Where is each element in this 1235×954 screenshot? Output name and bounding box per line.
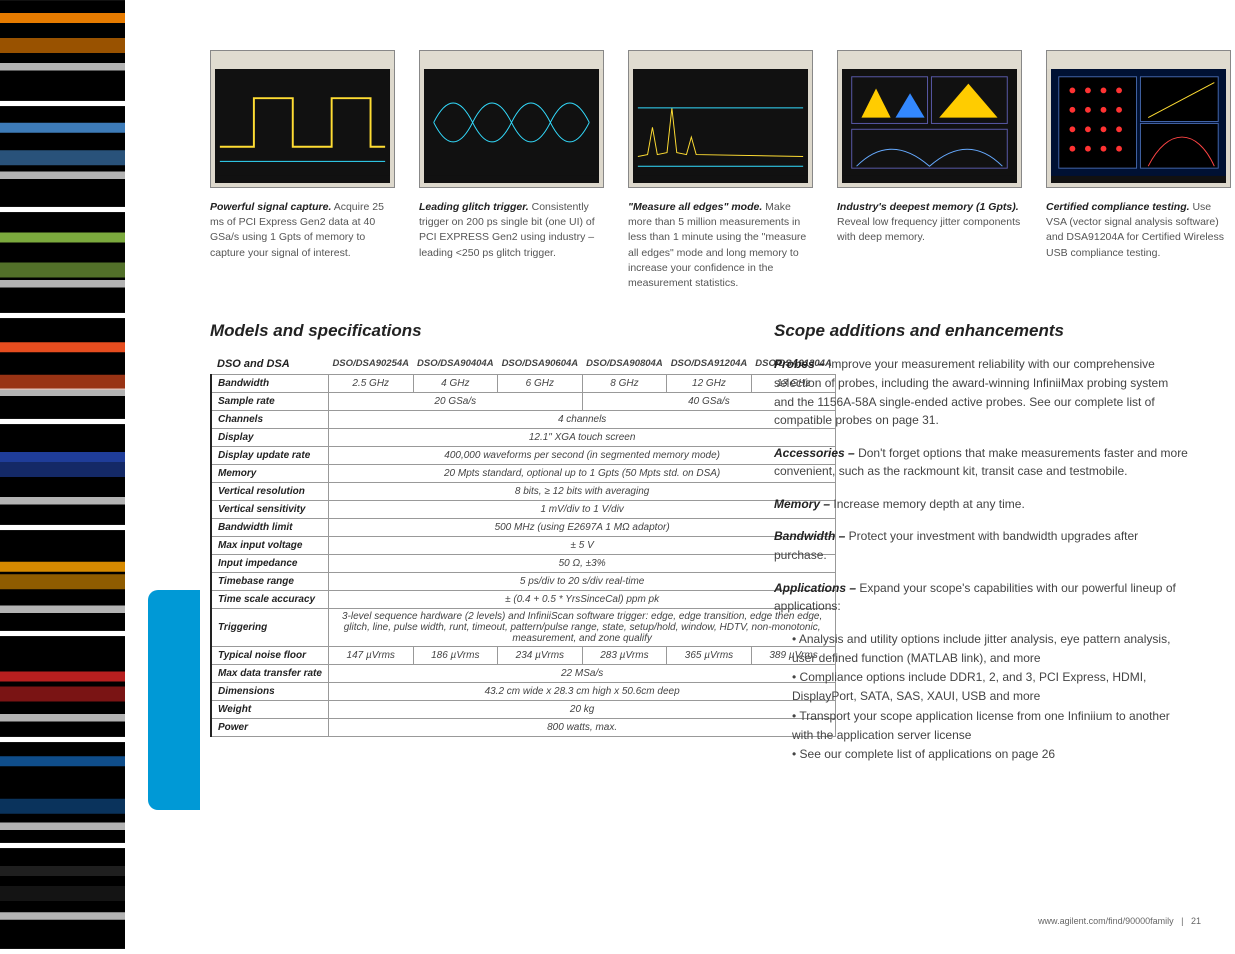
spec-cell: 12 GHz	[667, 375, 752, 393]
screenshot-column: Powerful signal capture. Acquire 25 ms o…	[210, 50, 395, 291]
spec-cell: 20 GSa/s	[328, 393, 582, 411]
spec-row-label: Display	[211, 429, 328, 447]
sidebar-thumb	[0, 636, 125, 737]
spec-table: DSO and DSADSO/DSA90254ADSO/DSA90404ADSO…	[210, 355, 836, 737]
sidebar-thumb	[0, 742, 125, 843]
enhancement-bullet: Compliance options include DDR1, 2, and …	[792, 668, 1190, 706]
spec-cell: 147 µVrms	[328, 647, 413, 665]
spec-cell: 3-level sequence hardware (2 levels) and…	[328, 609, 835, 647]
heading-models: Models and specifications	[210, 321, 738, 341]
spec-row-label: Max input voltage	[211, 537, 328, 555]
screenshot-caption: Leading glitch trigger. Consistently tri…	[419, 200, 604, 261]
model-header: DSO/DSA90604A	[498, 355, 583, 375]
spec-cell: 1 mV/div to 1 V/div	[328, 501, 835, 519]
spec-row-label: Channels	[211, 411, 328, 429]
spec-row-label: Bandwidth	[211, 375, 328, 393]
screenshot-caption: Powerful signal capture. Acquire 25 ms o…	[210, 200, 395, 261]
spec-cell: 500 MHz (using E2697A 1 MΩ adaptor)	[328, 519, 835, 537]
spec-cell: 2.5 GHz	[328, 375, 413, 393]
spec-cell: ± (0.4 + 0.5 * YrsSinceCal) ppm pk	[328, 591, 835, 609]
spec-row-label: Sample rate	[211, 393, 328, 411]
screenshot-column: Leading glitch trigger. Consistently tri…	[419, 50, 604, 291]
spec-row-label: Power	[211, 719, 328, 737]
spec-row-label: Typical noise floor	[211, 647, 328, 665]
spec-row-label: Display update rate	[211, 447, 328, 465]
screenshot-column: Industry's deepest memory (1 Gpts). Reve…	[837, 50, 1022, 291]
spec-cell: 6 GHz	[498, 375, 583, 393]
sidebar-thumb	[0, 530, 125, 631]
spec-row-label: Vertical sensitivity	[211, 501, 328, 519]
screenshot-column: "Measure all edges" mode. Make more than…	[628, 50, 813, 291]
enhancement-bullet: Transport your scope application license…	[792, 707, 1190, 745]
enhancement-paragraph: Applications – Expand your scope's capab…	[774, 579, 1190, 616]
enhancement-bullet: See our complete list of applications on…	[792, 745, 1190, 764]
spec-cell: 4 channels	[328, 411, 835, 429]
right-paragraphs: Probes – Improve your measurement reliab…	[774, 355, 1190, 616]
spec-cell: 365 µVrms	[667, 647, 752, 665]
spec-row-label: Dimensions	[211, 683, 328, 701]
spec-cell: 43.2 cm wide x 28.3 cm high x 50.6cm dee…	[328, 683, 835, 701]
screenshot-thumb	[837, 50, 1022, 188]
model-header: DSO/DSA91204A	[667, 355, 752, 375]
spec-row-label: Memory	[211, 465, 328, 483]
spec-row-label: Input impedance	[211, 555, 328, 573]
enhancement-paragraph: Memory – Increase memory depth at any ti…	[774, 495, 1190, 514]
spec-row-label: Timebase range	[211, 573, 328, 591]
sidebar-thumb	[0, 0, 125, 101]
spec-cell: 234 µVrms	[498, 647, 583, 665]
model-header: DSO/DSA90804A	[582, 355, 667, 375]
heading-scope-additions: Scope additions and enhancements	[774, 321, 1190, 341]
screenshot-thumb	[419, 50, 604, 188]
spec-row-label: Bandwidth limit	[211, 519, 328, 537]
screenshot-caption: Certified compliance testing. Use VSA (v…	[1046, 200, 1231, 261]
screenshot-caption: Industry's deepest memory (1 Gpts). Reve…	[837, 200, 1022, 246]
sidebar-thumb	[0, 318, 125, 419]
spec-cell: 5 ps/div to 20 s/div real-time	[328, 573, 835, 591]
footer-page: 21	[1191, 916, 1201, 926]
spec-cell: 50 Ω, ±3%	[328, 555, 835, 573]
screenshot-caption: "Measure all edges" mode. Make more than…	[628, 200, 813, 291]
spec-cell: 20 kg	[328, 701, 835, 719]
sidebar-thumb	[0, 424, 125, 525]
footer-url: www.agilent.com/find/90000family	[1038, 916, 1174, 926]
screenshot-thumb	[628, 50, 813, 188]
spec-cell: 8 bits, ≥ 12 bits with averaging	[328, 483, 835, 501]
spec-cell: 186 µVrms	[413, 647, 498, 665]
spec-cell: 20 Mpts standard, optional up to 1 Gpts …	[328, 465, 835, 483]
model-header: DSO/DSA90404A	[413, 355, 498, 375]
spec-cell: 400,000 waveforms per second (in segment…	[328, 447, 835, 465]
sidebar-thumb	[0, 212, 125, 313]
spec-cell: 12.1" XGA touch screen	[328, 429, 835, 447]
screenshots-row: Powerful signal capture. Acquire 25 ms o…	[210, 50, 1190, 291]
spec-row-label: Time scale accuracy	[211, 591, 328, 609]
model-header: DSO/DSA90254A	[328, 355, 413, 375]
enhancement-paragraph: Bandwidth – Protect your investment with…	[774, 527, 1190, 564]
spec-row-label: Vertical resolution	[211, 483, 328, 501]
footer: www.agilent.com/find/90000family | 21	[1038, 916, 1201, 926]
spec-row-label: Triggering	[211, 609, 328, 647]
screenshot-column: Certified compliance testing. Use VSA (v…	[1046, 50, 1231, 291]
enhancement-paragraph: Probes – Improve your measurement reliab…	[774, 355, 1190, 429]
screenshot-thumb	[210, 50, 395, 188]
sidebar-thumb	[0, 106, 125, 207]
spec-cell: 8 GHz	[582, 375, 667, 393]
spec-row-label: Weight	[211, 701, 328, 719]
spec-cell: ± 5 V	[328, 537, 835, 555]
spec-cell: 800 watts, max.	[328, 719, 835, 737]
spec-row-label: Max data transfer rate	[211, 665, 328, 683]
right-bullets: Analysis and utility options include jit…	[774, 630, 1190, 764]
spec-cell: 22 MSa/s	[328, 665, 835, 683]
enhancement-bullet: Analysis and utility options include jit…	[792, 630, 1190, 668]
spec-cell: 283 µVrms	[582, 647, 667, 665]
spec-cell: 4 GHz	[413, 375, 498, 393]
sidebar-thumbnails	[0, 0, 140, 954]
screenshot-thumb	[1046, 50, 1231, 188]
enhancement-paragraph: Accessories – Don't forget options that …	[774, 444, 1190, 481]
sidebar-thumb	[0, 848, 125, 949]
